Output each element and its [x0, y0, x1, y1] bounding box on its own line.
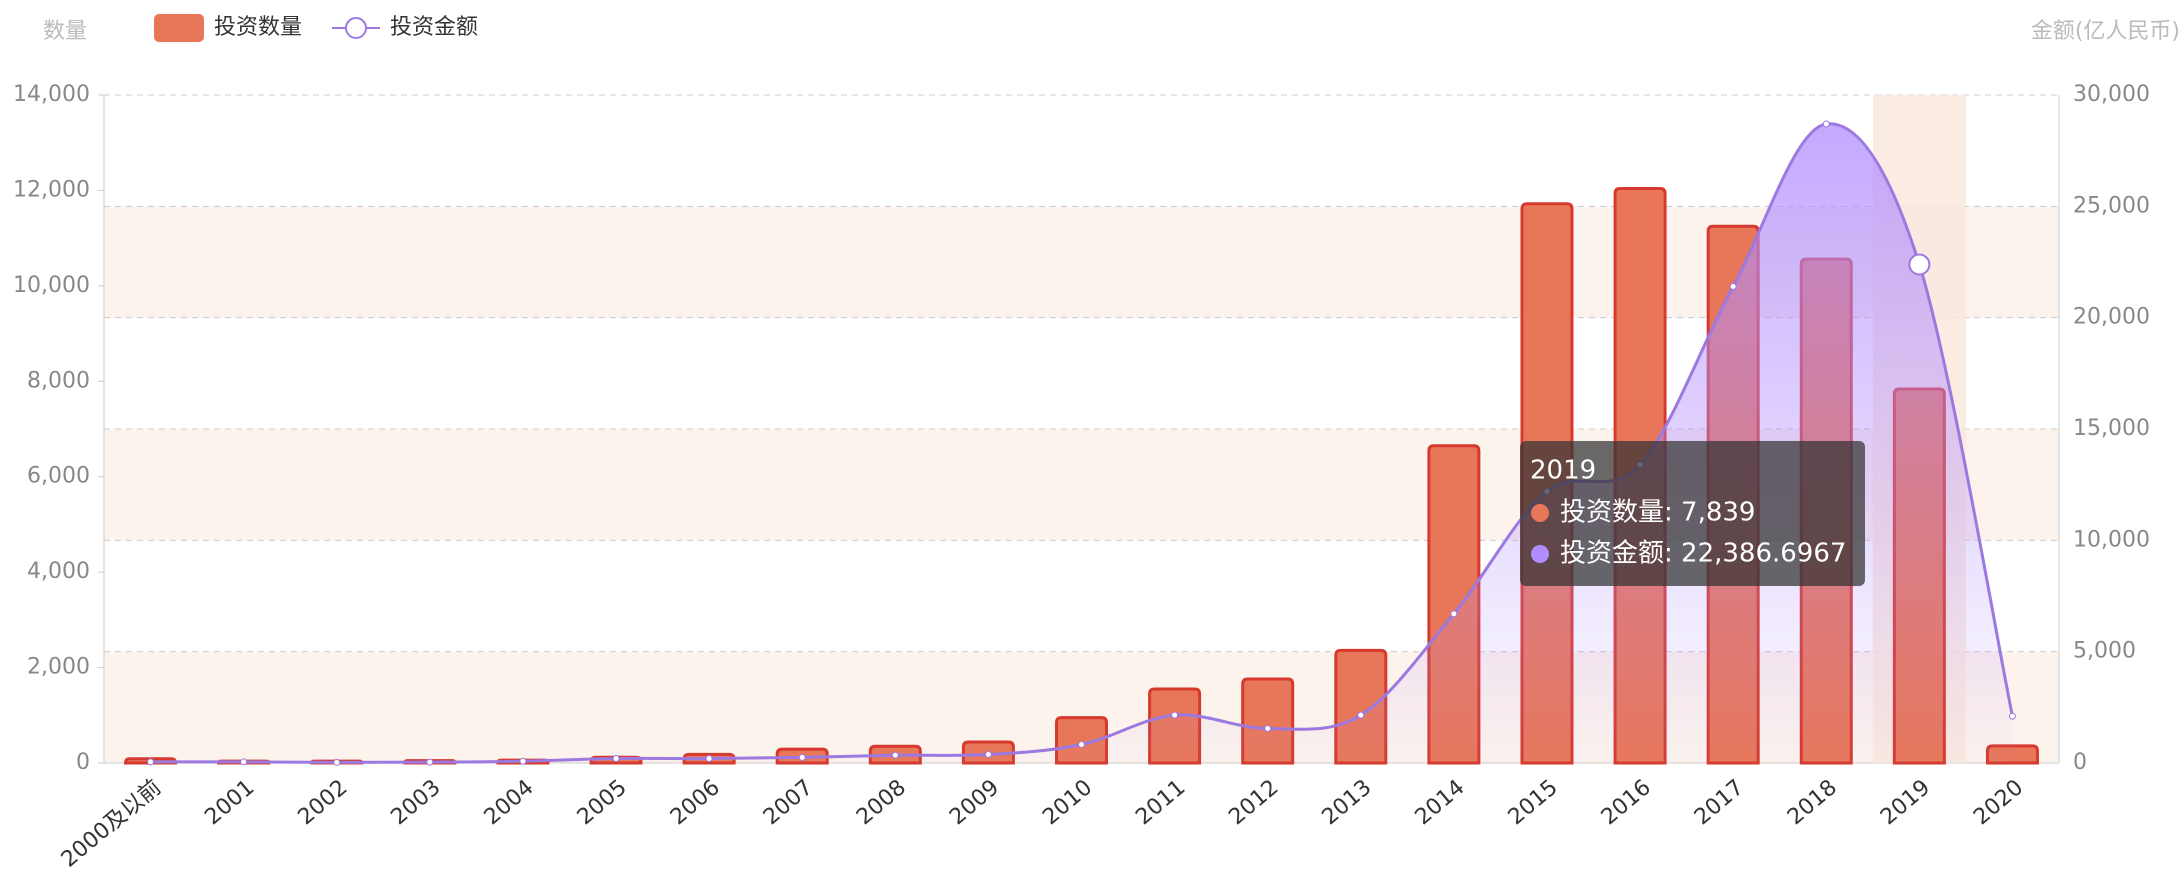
line-point — [1357, 711, 1365, 719]
x-tick-label: 2013 — [1318, 775, 1377, 830]
legend: 投资数量 投资金额 — [154, 14, 478, 42]
x-tick-label: 2000及以前 — [57, 775, 167, 873]
tooltip-title: 2019 — [1530, 456, 1596, 486]
line-point — [1078, 741, 1085, 749]
legend-swatch[interactable] — [154, 14, 204, 42]
line-point — [147, 758, 155, 766]
line-point — [240, 758, 248, 766]
y2-tick-label: 15,000 — [2073, 416, 2150, 441]
x-tick-label: 2008 — [852, 775, 911, 830]
line-point — [1264, 724, 1272, 732]
x-tick-label: 2010 — [1038, 775, 1097, 830]
x-tick-label: 2014 — [1411, 775, 1470, 830]
y2-tick-label: 5,000 — [2073, 639, 2136, 664]
y2-axis-label: 金额(亿人民币) — [2031, 19, 2180, 44]
x-tick-label: 2017 — [1690, 775, 1749, 830]
y-tick-label: 6,000 — [27, 464, 90, 489]
y2-tick-label: 10,000 — [2073, 527, 2150, 552]
line-point — [1908, 253, 1931, 276]
x-tick-label: 2016 — [1597, 775, 1656, 830]
x-tick-label: 2012 — [1224, 775, 1283, 830]
tooltip: 2019 投资数量: 7,839 投资金额: 22,386.6967 — [1520, 441, 1865, 586]
line-point — [705, 755, 713, 763]
line-point — [1450, 610, 1458, 618]
y-tick-label: 12,000 — [13, 177, 90, 202]
y2-tick-label: 25,000 — [2073, 193, 2150, 218]
x-tick-label: 2007 — [759, 775, 818, 830]
x-tick-label: 2019 — [1876, 775, 1935, 830]
y-tick-label: 10,000 — [13, 273, 90, 298]
line-point — [2008, 712, 2016, 720]
tooltip-item: 投资金额: 22,386.6967 — [1560, 539, 1846, 569]
legend-label[interactable]: 投资金额 — [390, 15, 478, 40]
line-point — [612, 755, 620, 763]
x-tick-label: 2001 — [200, 775, 259, 830]
line-point — [333, 758, 341, 766]
y-tick-label: 0 — [76, 750, 90, 775]
tooltip-dot — [1531, 545, 1549, 563]
x-tick-label: 2018 — [1783, 775, 1842, 830]
tooltip-box — [1520, 441, 1865, 586]
line-point — [1822, 120, 1830, 128]
line-point — [798, 753, 806, 761]
line-point — [891, 751, 899, 759]
tooltip-dot — [1531, 504, 1549, 522]
y-axis-label: 数量 — [43, 19, 87, 44]
x-tick-label: 2020 — [1969, 775, 2028, 830]
x-tick-label: 2006 — [666, 775, 725, 830]
x-tick-label: 2009 — [945, 775, 1004, 830]
x-tick-label: 2011 — [1131, 775, 1190, 830]
line-point — [1171, 711, 1179, 719]
line-point — [519, 757, 527, 765]
legend-marker[interactable] — [345, 17, 367, 39]
x-tick-label: 2002 — [293, 775, 352, 830]
y-tick-label: 4,000 — [27, 559, 90, 584]
y2-tick-label: 30,000 — [2073, 82, 2150, 107]
y-tick-label: 8,000 — [27, 368, 90, 393]
x-tick-label: 2003 — [387, 775, 446, 830]
y2-tick-label: 20,000 — [2073, 305, 2150, 330]
line-area — [150, 123, 2013, 763]
line-point — [1729, 282, 1737, 290]
x-tick-label: 2005 — [573, 775, 632, 830]
legend-label[interactable]: 投资数量 — [214, 15, 302, 40]
y-tick-label: 14,000 — [13, 82, 90, 107]
y2-tick-label: 0 — [2073, 750, 2087, 775]
y-tick-label: 2,000 — [27, 655, 90, 680]
tooltip-item: 投资数量: 7,839 — [1560, 498, 1755, 528]
line-point — [984, 751, 992, 759]
x-tick-label: 2004 — [480, 775, 539, 830]
line — [150, 122, 2014, 764]
x-tick-label: 2015 — [1504, 775, 1563, 830]
line-point — [426, 758, 434, 766]
